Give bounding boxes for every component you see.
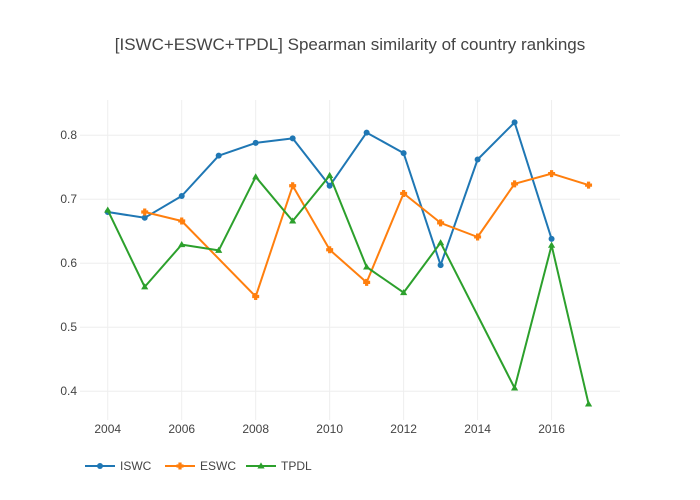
y-tick-label: 0.7 [60, 192, 77, 206]
data-point-tpdl [215, 246, 223, 253]
data-point-eswc [178, 217, 186, 225]
x-tick-label: 2008 [242, 422, 269, 436]
data-point-iswc [289, 135, 296, 142]
data-point-tpdl [178, 241, 186, 248]
data-point-eswc [400, 189, 408, 197]
data-point-iswc [548, 235, 555, 242]
series-eswc [141, 170, 593, 300]
data-point-eswc [326, 246, 334, 254]
data-point-eswc [437, 219, 445, 227]
legend-item-tpdl[interactable]: TPDL [246, 459, 312, 473]
data-point-tpdl [289, 217, 297, 224]
data-point-iswc [511, 119, 518, 126]
legend-marker-tpdl [257, 462, 265, 469]
series-line-tpdl [106, 174, 590, 405]
data-point-tpdl [510, 384, 519, 391]
axes: 2004 2006 2008 2010 2012 2014 2016 0.4 0.5 0.6 0.7… [60, 128, 565, 436]
legend-label-tpdl: TPDL [281, 459, 312, 473]
y-tick-label: 0.8 [60, 128, 77, 142]
data-point-iswc [252, 139, 259, 146]
data-point-eswc [363, 278, 371, 286]
legend-label-eswc: ESWC [200, 459, 236, 473]
y-tick-label: 0.5 [60, 320, 77, 334]
data-point-tpdl [400, 289, 408, 296]
data-point-eswc [548, 170, 556, 178]
data-point-tpdl [584, 400, 593, 407]
data-point-eswc [141, 208, 149, 216]
x-tick-label: 2014 [464, 422, 491, 436]
data-point-tpdl [141, 283, 149, 290]
data-point-eswc [585, 181, 593, 189]
legend-item-iswc[interactable]: ISWC [85, 459, 152, 473]
grid [80, 100, 620, 420]
data-point-eswc [252, 292, 260, 300]
chart-title: [ISWC+ESWC+TPDL] Spearman similarity of … [115, 35, 585, 54]
legend-marker-eswc [176, 462, 184, 470]
data-point-eswc [474, 233, 482, 241]
series-line-eswc [144, 172, 589, 298]
data-point-tpdl [363, 263, 371, 270]
y-tick-label: 0.6 [60, 256, 77, 270]
data-point-tpdl [547, 241, 556, 248]
legend[interactable]: ISWC ESWC TPDL [85, 459, 312, 473]
data-point-tpdl [326, 171, 334, 179]
data-point-iswc [326, 182, 333, 189]
data-point-iswc [474, 156, 481, 163]
legend-marker-iswc [97, 463, 103, 469]
x-tick-label: 2010 [316, 422, 343, 436]
data-point-eswc [511, 180, 519, 188]
series-tpdl [104, 171, 593, 407]
data-point-tpdl [104, 206, 112, 213]
x-tick-label: 2004 [94, 422, 121, 436]
data-point-tpdl [252, 173, 260, 180]
series-lines [104, 119, 593, 407]
data-point-iswc [178, 193, 185, 199]
data-point-iswc [215, 152, 222, 159]
data-point-iswc [141, 214, 148, 221]
data-point-eswc [289, 182, 297, 190]
data-point-tpdl [437, 239, 445, 246]
legend-label-iswc: ISWC [120, 459, 152, 473]
x-tick-label: 2012 [390, 422, 417, 436]
x-tick-label: 2016 [538, 422, 565, 436]
data-point-iswc [437, 262, 444, 269]
x-tick-label: 2006 [168, 422, 195, 436]
y-tick-label: 0.4 [60, 384, 77, 398]
legend-item-eswc[interactable]: ESWC [165, 459, 236, 473]
data-point-iswc [400, 150, 407, 157]
data-point-iswc [363, 129, 370, 136]
